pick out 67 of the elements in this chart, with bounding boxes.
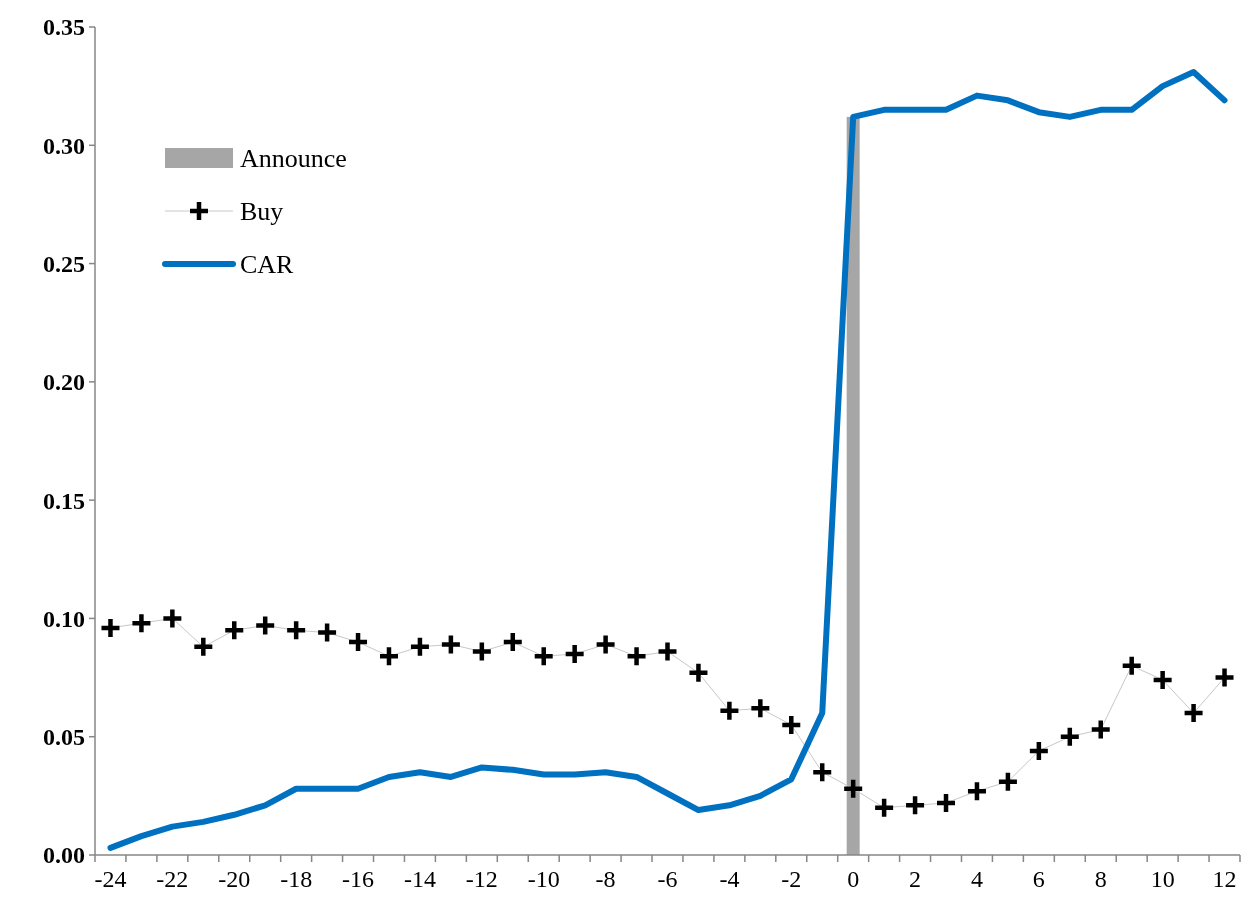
point [1120, 654, 1143, 677]
x-tick-label: -16 [342, 866, 375, 892]
point [408, 635, 432, 659]
y-tick-label: 0.30 [43, 132, 85, 159]
x-tick-label: -20 [218, 866, 251, 892]
point [223, 619, 246, 642]
point [439, 633, 463, 656]
point [1213, 666, 1236, 689]
y-tick-label: 0.20 [43, 369, 85, 396]
x-tick-label: 2 [909, 866, 922, 892]
point [780, 713, 803, 737]
x-tick-label: 10 [1150, 866, 1175, 892]
x-tick-label: 12 [1212, 866, 1237, 892]
point [377, 645, 401, 668]
legend-label: Announce [240, 144, 347, 174]
point [161, 607, 184, 630]
point [594, 633, 617, 656]
x-tick-label: -10 [527, 866, 560, 892]
x-tick-label: 6 [1032, 866, 1045, 892]
x-tick-label: 8 [1094, 866, 1107, 892]
y-tick-label: 0.35 [43, 14, 85, 41]
x-tick-label: -2 [781, 866, 802, 892]
point [841, 777, 865, 801]
y-tick-label: 0.05 [43, 724, 85, 751]
point [965, 779, 989, 803]
point [99, 616, 122, 640]
point [687, 661, 710, 685]
y-tick-label: 0.25 [43, 250, 85, 277]
point [130, 611, 153, 635]
point [501, 630, 525, 654]
x-tick-label: -4 [719, 866, 740, 892]
point [284, 619, 308, 642]
x-tick-label: -24 [94, 866, 127, 892]
point [749, 697, 772, 720]
legend-label: Buy [240, 197, 284, 227]
point [625, 645, 648, 668]
point [903, 794, 927, 817]
x-tick-label: 0 [847, 866, 860, 892]
point [1151, 668, 1174, 692]
point [718, 699, 741, 722]
point [872, 796, 896, 819]
point [656, 640, 679, 663]
point [996, 770, 1020, 793]
point [1027, 739, 1051, 763]
point [315, 621, 339, 644]
x-tick-label: -12 [465, 866, 498, 892]
x-tick-label: -8 [595, 866, 616, 892]
point [934, 791, 958, 815]
x-tick-label: -6 [657, 866, 678, 892]
y-tick-label: 0.15 [43, 487, 85, 514]
legend-label: CAR [240, 250, 295, 280]
x-tick-label: 4 [970, 866, 983, 892]
y-tick-label: 0.00 [43, 842, 85, 869]
point [470, 640, 494, 663]
point [810, 760, 834, 784]
point [1182, 701, 1205, 725]
point [346, 630, 370, 654]
x-tick-label: -14 [403, 866, 436, 892]
point [1089, 718, 1112, 741]
point [192, 635, 215, 659]
point [563, 642, 586, 666]
y-tick-label: 0.10 [43, 605, 85, 632]
point [532, 645, 555, 668]
x-tick-label: -18 [280, 866, 313, 892]
x-tick-label: -22 [156, 866, 189, 892]
point [1058, 725, 1082, 748]
point [253, 614, 277, 637]
